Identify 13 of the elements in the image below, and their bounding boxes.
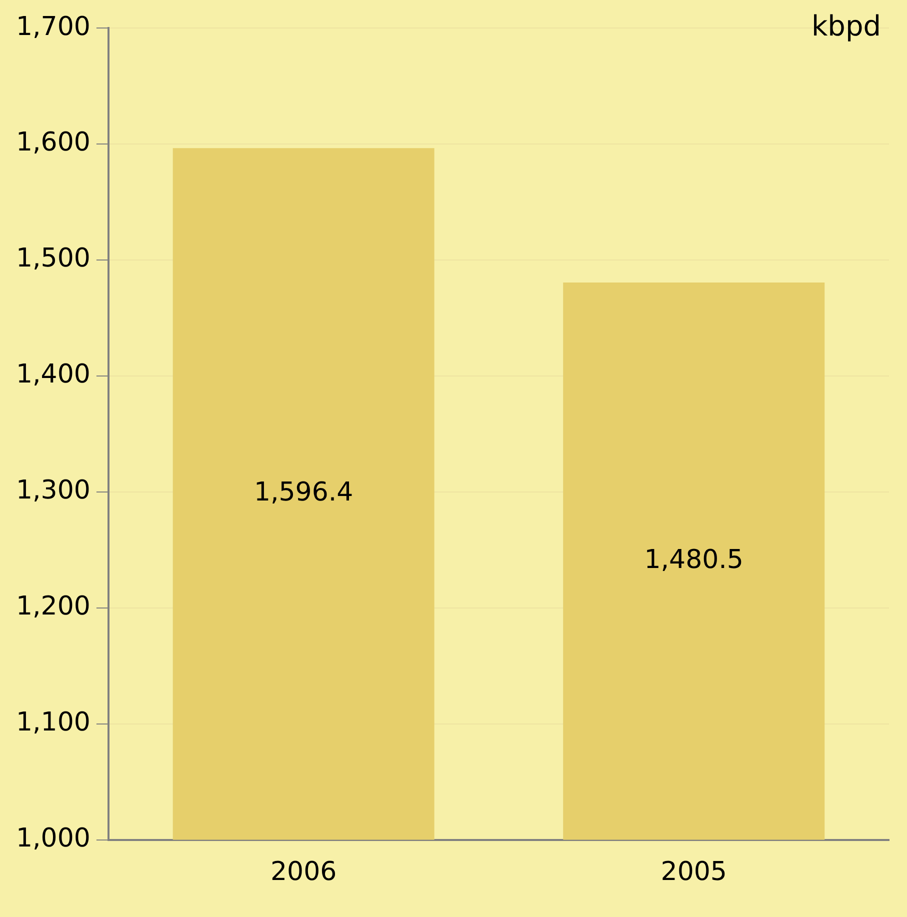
- data-label: 1,596.4: [254, 478, 354, 508]
- y-tick-label: 1,600: [16, 128, 90, 158]
- y-tick-label: 1,500: [16, 244, 90, 274]
- x-tick-label: 2006: [270, 857, 337, 888]
- y-axis-title: kbpd: [811, 9, 881, 42]
- y-tick-label: 1,400: [16, 360, 90, 390]
- y-tick-label: 1,200: [16, 592, 90, 622]
- y-tick-label: 1,000: [16, 824, 90, 854]
- y-tick-label: 1,700: [16, 12, 90, 42]
- data-label: 1,480.5: [644, 544, 744, 575]
- y-tick-label: 1,300: [16, 476, 90, 506]
- y-tick-label: 1,100: [16, 708, 90, 738]
- x-tick-label: 2005: [660, 857, 727, 888]
